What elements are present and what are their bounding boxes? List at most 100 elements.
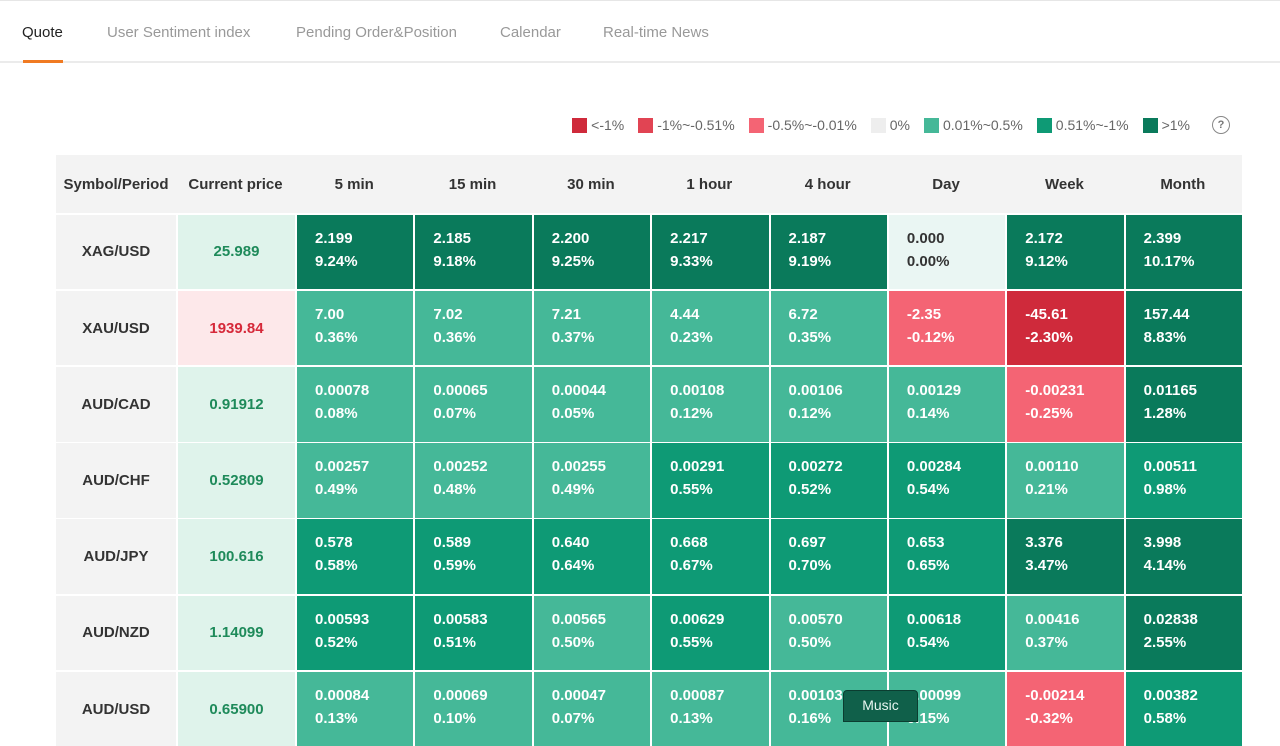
symbol-cell[interactable]: XAU/USD [56,290,176,366]
change-value: 6.72 [788,305,818,323]
change-value: 0.640 [551,534,590,552]
change-value: 0.00084 [315,686,370,704]
change-percent: 0.21% [1025,481,1068,499]
change-percent: 9.33% [670,252,713,270]
change-cell: 2.199 9.24% [295,214,414,290]
change-cell: 4.44 0.23% [650,290,769,366]
change-cell: 0.00255 0.49% [531,443,651,518]
change-value: 0.00570 [788,610,843,628]
current-price-cell: 100.616 [176,519,295,594]
change-value: 0.00069 [433,686,488,704]
legend-label: 0.51%~-1% [1055,117,1129,133]
change-percent: 2.55% [1143,633,1187,651]
symbol-cell[interactable]: XAG/USD [56,214,176,290]
legend-label: -1%~-0.51% [657,117,735,133]
change-value: 0.00416 [1025,610,1080,628]
change-value: 0.668 [670,534,708,552]
legend-label: -0.5%~-0.01% [767,117,857,133]
legend-label: <-1% [591,117,625,133]
change-value: 3.998 [1143,534,1182,552]
change-cell: -45.61 -2.30% [1005,290,1124,366]
change-percent: -0.32% [1025,709,1073,727]
legend-swatch [748,117,764,133]
change-cell: 0.01165 1.28% [1123,366,1242,442]
column-header: Symbol/Period [63,175,169,193]
music-button[interactable]: Music [843,690,918,722]
change-value: 0.00255 [551,458,606,476]
table-row[interactable]: AUD/JPY 100.616 0.578 0.58% 0.589 0.59% 0.640 0… [56,519,1242,594]
current-price-cell: 0.65900 [176,671,295,746]
change-value: 0.00629 [670,610,725,628]
change-percent: 0.55% [670,481,713,499]
table-row[interactable]: AUD/CHF 0.52809 0.00257 0.49% 0.00252 0.48% 0.… [56,443,1242,518]
help-icon[interactable]: ? [1212,116,1230,134]
tab-user-sentiment-index[interactable]: User Sentiment index [107,24,251,41]
table-row[interactable]: XAG/USD 25.989 2.199 9.24% 2.185 9.18% 2.200 9.… [56,214,1242,290]
legend-swatch [1036,117,1052,133]
change-percent: 0.59% [433,557,476,575]
change-percent: 8.83% [1143,328,1187,346]
change-cell: 7.00 0.36% [295,290,414,366]
change-value: 0.00257 [315,458,370,476]
change-value: 0.00044 [551,381,606,399]
change-cell: 0.00629 0.55% [650,595,769,671]
column-header: Month [1160,175,1206,193]
change-cell: 2.399 10.17% [1123,214,1242,290]
change-value: 0.00291 [670,458,725,476]
tab-quote[interactable]: Quote [22,24,63,41]
change-cell: -0.00231 -0.25% [1005,366,1124,442]
legend-swatch [924,117,939,133]
change-cell: 0.02838 2.55% [1123,595,1242,671]
change-value: 0.697 [788,534,827,552]
change-value: 0.00284 [906,458,962,476]
change-value: 157.44 [1143,305,1190,323]
change-value: 0.00087 [670,686,725,704]
change-value: 0.00129 [906,381,962,399]
symbol-cell[interactable]: AUD/JPY [56,519,176,594]
change-cell: 0.00087 0.13% [650,671,769,746]
symbol-cell[interactable]: AUD/CHF [56,443,176,518]
change-value: 0.000 [906,229,945,247]
change-value: 0.653 [906,534,945,552]
change-cell: 0.00129 0.14% [886,366,1006,442]
change-cell: 3.376 3.47% [1005,519,1124,594]
table-row[interactable]: AUD/USD 0.65900 0.00084 0.13% 0.00069 0.10% 0.… [56,671,1242,746]
change-percent: -2.30% [1025,328,1073,346]
symbol-cell[interactable]: AUD/NZD [56,595,176,671]
change-cell: 0.668 0.67% [650,519,769,594]
change-cell: 0.00065 0.07% [413,366,532,442]
change-value: 0.00078 [315,381,370,399]
quote-table: Symbol/Period Current price 5 min 15 min 30 … [56,155,1242,746]
current-price-cell: 0.91912 [176,366,295,442]
column-header: Day [932,175,960,193]
change-percent: 0.15% [906,709,950,727]
legend-item: >1% [1142,117,1190,133]
change-percent: 0.08% [315,404,358,422]
change-value: 2.185 [433,229,471,247]
symbol-cell[interactable]: AUD/USD [56,671,176,746]
change-percent: 0.37% [551,328,595,346]
change-value: 0.02838 [1143,610,1198,628]
change-value: 2.199 [315,229,353,247]
change-value: -0.00231 [1025,381,1085,399]
top-border [0,0,1280,1]
change-percent: 0.36% [315,328,358,346]
table-row[interactable]: XAU/USD 1939.84 7.00 0.36% 7.02 0.36% 7.21 0.37… [56,290,1242,366]
change-cell: 0.589 0.59% [413,519,532,594]
legend-item: 0.01%~0.5% [924,117,1023,133]
symbol-cell[interactable]: AUD/CAD [56,366,176,442]
tab-pending-order-position[interactable]: Pending Order&Position [296,24,457,41]
tab-calendar[interactable]: Calendar [500,24,561,41]
change-value: 0.00382 [1143,686,1198,704]
change-value: 0.00593 [315,610,370,628]
tab-bar: Quote User Sentiment index Pending Order… [0,0,1280,63]
change-cell: 2.200 9.25% [531,214,651,290]
change-cell: 3.998 4.14% [1123,519,1242,594]
change-cell: 0.00511 0.98% [1123,443,1242,518]
column-header: 5 min [334,175,374,193]
change-cell: 2.185 9.18% [413,214,532,290]
table-row[interactable]: AUD/CAD 0.91912 0.00078 0.08% 0.00065 0.07% 0.… [56,366,1242,442]
tab-real-time-news[interactable]: Real-time News [603,24,709,41]
change-value: 0.00047 [551,686,606,704]
table-row[interactable]: AUD/NZD 1.14099 0.00593 0.52% 0.00583 0.51% 0.… [56,595,1242,671]
